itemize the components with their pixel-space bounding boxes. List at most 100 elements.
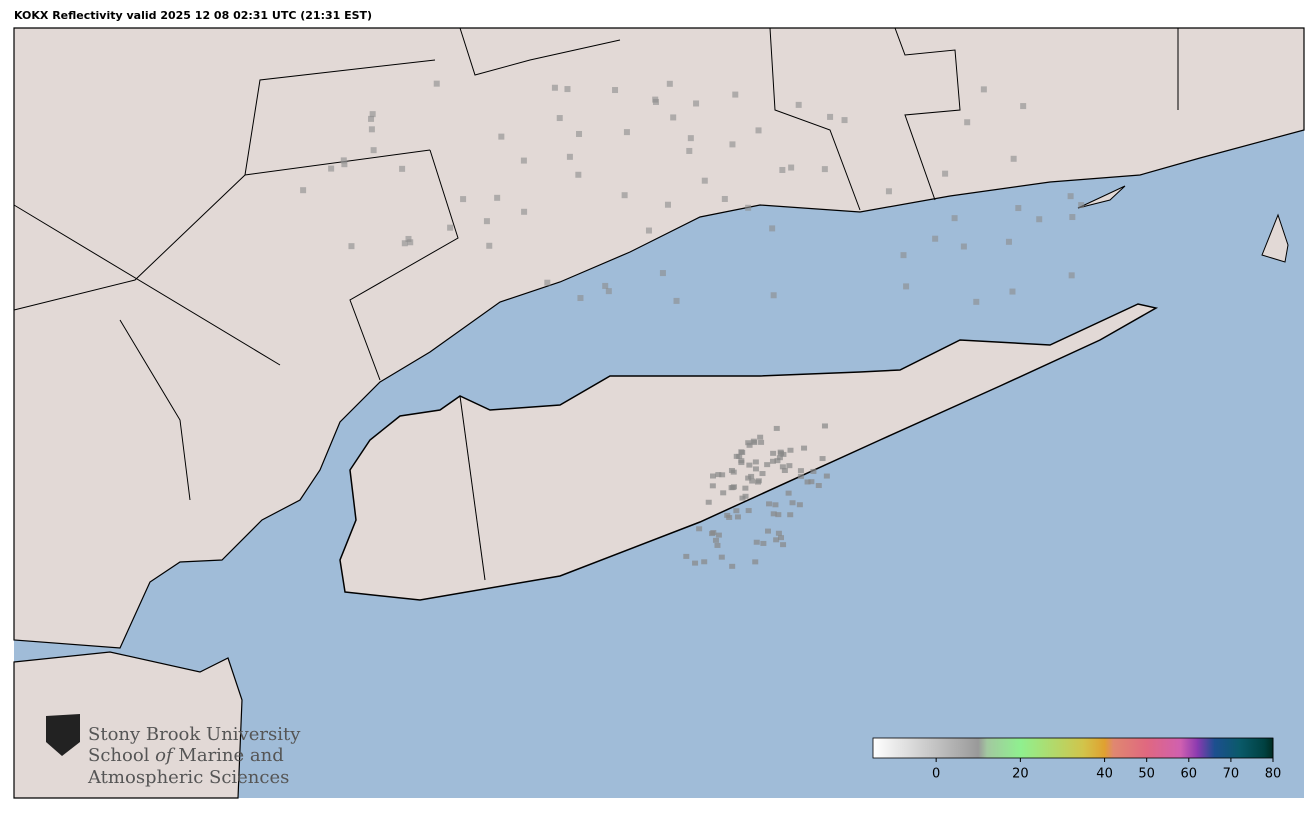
radar-echo bbox=[757, 434, 764, 440]
radar-echo bbox=[776, 455, 783, 461]
radar-echo bbox=[759, 471, 766, 477]
colorbar-segment bbox=[1197, 738, 1215, 758]
radar-echo bbox=[705, 499, 712, 505]
radar-echo bbox=[746, 462, 753, 468]
radar-echo bbox=[1078, 202, 1085, 209]
radar-echo bbox=[544, 279, 551, 286]
colorbar-tick-label: 60 bbox=[1181, 767, 1198, 782]
radar-echo bbox=[773, 425, 780, 431]
radar-echo bbox=[775, 530, 782, 536]
radar-echo bbox=[773, 537, 780, 543]
radar-echo bbox=[770, 511, 777, 517]
radar-echo bbox=[738, 449, 745, 455]
radar-echo bbox=[738, 458, 745, 464]
radar-echo bbox=[819, 456, 826, 462]
radar-echo bbox=[742, 493, 749, 499]
radar-echo bbox=[1005, 238, 1012, 245]
radar-echo bbox=[753, 539, 760, 545]
radar-echo bbox=[801, 445, 808, 451]
radar-echo bbox=[709, 483, 716, 489]
radar-echo bbox=[804, 479, 811, 485]
radar-echo bbox=[460, 196, 467, 203]
radar-echo bbox=[787, 512, 794, 518]
radar-echo bbox=[556, 115, 563, 122]
radar-echo bbox=[885, 188, 892, 195]
colorbar-segment bbox=[986, 738, 1021, 758]
radar-echo bbox=[1010, 155, 1017, 162]
block-island bbox=[1261, 213, 1289, 263]
radar-echo bbox=[980, 86, 987, 93]
logo-line: Stony Brook University bbox=[88, 724, 301, 745]
radar-echo bbox=[666, 80, 673, 87]
map bbox=[13, 27, 1305, 799]
radar-echo bbox=[368, 126, 375, 133]
radar-echo bbox=[797, 468, 804, 474]
colorbar-frame bbox=[872, 737, 1274, 759]
logo-word: of bbox=[155, 745, 176, 766]
radar-echo bbox=[407, 239, 414, 246]
colorbar-segment bbox=[1083, 738, 1106, 758]
radar-echo bbox=[486, 242, 493, 249]
radar-echo bbox=[764, 462, 771, 468]
colorbar-segment bbox=[1264, 738, 1274, 758]
radar-echo bbox=[566, 153, 573, 160]
radar-echo bbox=[1069, 214, 1076, 221]
radar-echo bbox=[369, 111, 376, 118]
radar-echo bbox=[340, 157, 347, 164]
radar-echo bbox=[752, 466, 759, 472]
radar-echo bbox=[749, 478, 756, 484]
radar-echo bbox=[732, 91, 739, 98]
radar-echo bbox=[827, 113, 834, 120]
radar-echo bbox=[696, 526, 703, 532]
radar-echo bbox=[778, 535, 785, 541]
colorbar-segment bbox=[1104, 738, 1114, 758]
radar-echo bbox=[780, 451, 787, 457]
radar-echo bbox=[973, 298, 980, 305]
radar-echo bbox=[399, 165, 406, 172]
radar-echo bbox=[447, 224, 454, 231]
colorbar-segment bbox=[1214, 738, 1240, 758]
radar-echo bbox=[758, 439, 765, 445]
radar-echo bbox=[710, 530, 717, 536]
radar-echo bbox=[752, 559, 759, 565]
colorbar-segment bbox=[1020, 738, 1085, 758]
radar-echo bbox=[1036, 216, 1043, 223]
radar-echo bbox=[789, 500, 796, 506]
radar-echo bbox=[701, 559, 708, 565]
radar-echo bbox=[1067, 193, 1074, 200]
radar-echo bbox=[715, 532, 722, 538]
radar-echo bbox=[745, 508, 752, 514]
radar-echo bbox=[715, 472, 722, 478]
radar-echo bbox=[1068, 272, 1075, 279]
radar-echo bbox=[785, 490, 792, 496]
radar-echo bbox=[742, 485, 749, 491]
radar-echo bbox=[1009, 288, 1016, 295]
radar-echo bbox=[787, 447, 794, 453]
radar-echo bbox=[752, 459, 759, 465]
radar-echo bbox=[821, 423, 828, 429]
radar-echo bbox=[733, 508, 740, 514]
colorbar-segment bbox=[873, 738, 979, 758]
colorbar-tick-label: 0 bbox=[932, 767, 940, 782]
colorbar-segment bbox=[1146, 738, 1181, 758]
radar-echo bbox=[348, 243, 355, 250]
radar-echo bbox=[724, 512, 731, 518]
radar-echo bbox=[745, 204, 752, 211]
radar-echo bbox=[701, 177, 708, 184]
radar-echo bbox=[405, 235, 412, 242]
radar-echo bbox=[714, 542, 721, 548]
radar-echo bbox=[748, 473, 755, 479]
radar-echo bbox=[815, 483, 822, 489]
radar-echo bbox=[797, 473, 804, 479]
radar-echo bbox=[693, 100, 700, 107]
radar-echo bbox=[769, 458, 776, 464]
radar-echo bbox=[770, 292, 777, 299]
logo: Stony Brook University School of Marine … bbox=[46, 714, 301, 788]
radar-echo bbox=[623, 129, 630, 136]
radar-echo bbox=[670, 114, 677, 121]
colorbar-tick-label: 40 bbox=[1096, 767, 1113, 782]
mainland bbox=[13, 27, 1305, 649]
radar-echo bbox=[401, 240, 408, 247]
logo-line: School of Marine and bbox=[88, 745, 284, 766]
